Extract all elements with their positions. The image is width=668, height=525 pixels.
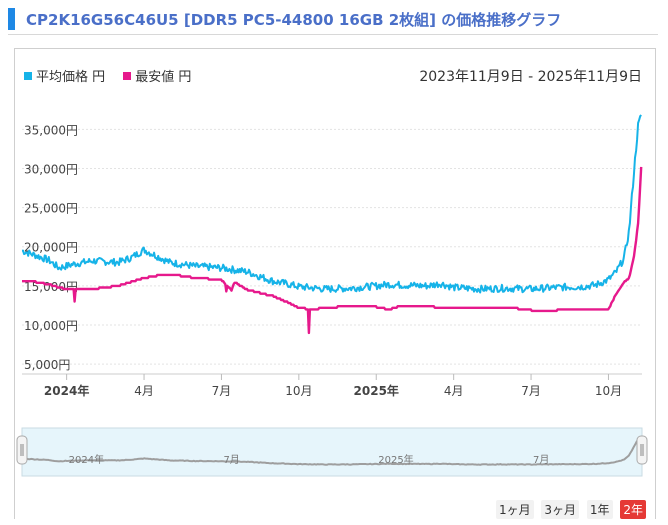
title-divider — [8, 34, 658, 35]
legend-label-min: 最安値 円 — [135, 70, 192, 85]
navigator-label: 2025年 — [378, 453, 413, 466]
title-accent-bar — [8, 8, 15, 30]
y-axis-ticks: 5,000円10,000円15,000円20,000円25,000円30,000… — [24, 123, 78, 372]
grid-lines — [22, 128, 642, 365]
navigator-window — [21, 427, 643, 477]
date-range: 2023年11月9日 - 2025年11月9日 — [419, 69, 642, 85]
navigator-label: 7月 — [533, 454, 549, 466]
series-avg-line — [21, 114, 642, 294]
y-tick-label: 20,000円 — [24, 241, 78, 255]
handle-body — [636, 435, 648, 465]
navigator-series — [22, 436, 642, 466]
handle-body — [16, 435, 28, 465]
navigator-handle-right[interactable] — [636, 435, 648, 465]
x-tick-label: 10月 — [285, 384, 312, 398]
x-tick-label: 2025年 — [354, 383, 399, 398]
x-tick-label: 2024年 — [44, 383, 89, 398]
y-tick-label: 25,000円 — [24, 202, 78, 216]
range-button-1m[interactable]: 1ヶ月 — [495, 500, 534, 519]
range-button-2y[interactable]: 2年 — [620, 500, 646, 519]
x-axis: 2024年 4月 7月 10月 2025年 4月 7月 10月 — [22, 373, 642, 398]
range-selector: 1ヶ月 3ヶ月 1年 2年 — [492, 500, 646, 519]
legend-label-avg: 平均価格 円 — [36, 70, 106, 85]
x-tick-label: 4月 — [134, 384, 154, 398]
x-tick-label: 4月 — [444, 384, 464, 398]
legend-item-avg[interactable]: 平均価格 円 — [24, 66, 105, 85]
y-tick-label: 35,000円 — [24, 123, 78, 137]
y-tick-label: 10,000円 — [24, 319, 78, 333]
title-bar: CP2K16G56C46U5 [DDR5 PC5-44800 16GB 2枚組]… — [8, 6, 658, 35]
x-tick-label: 10月 — [595, 384, 622, 398]
chart-panel — [14, 48, 656, 519]
legend-swatch-avg — [24, 71, 32, 80]
x-tick-label: 7月 — [521, 384, 541, 398]
y-tick-label: 30,000円 — [24, 162, 78, 176]
range-button-3m[interactable]: 3ヶ月 — [541, 500, 580, 519]
navigator-handle-left[interactable] — [16, 435, 28, 465]
y-tick-label: 5,000円 — [24, 358, 70, 372]
series-min-line — [21, 166, 643, 335]
legend-swatch-min — [123, 71, 132, 80]
chart-legend: 平均価格 円 最安値 円 — [24, 66, 205, 85]
x-tick-label: 7月 — [212, 384, 232, 398]
series-lines — [21, 114, 643, 335]
range-button-1y[interactable]: 1年 — [586, 500, 613, 519]
page-title: CP2K16G56C46U5 [DDR5 PC5-44800 16GB 2枚組]… — [26, 11, 562, 29]
navigator-label: 7月 — [223, 454, 239, 466]
navigator: 2024年 7月 2025年 7月 — [16, 427, 648, 477]
legend-item-min[interactable]: 最安値 円 — [123, 66, 191, 85]
navigator-label: 2024年 — [69, 453, 104, 466]
